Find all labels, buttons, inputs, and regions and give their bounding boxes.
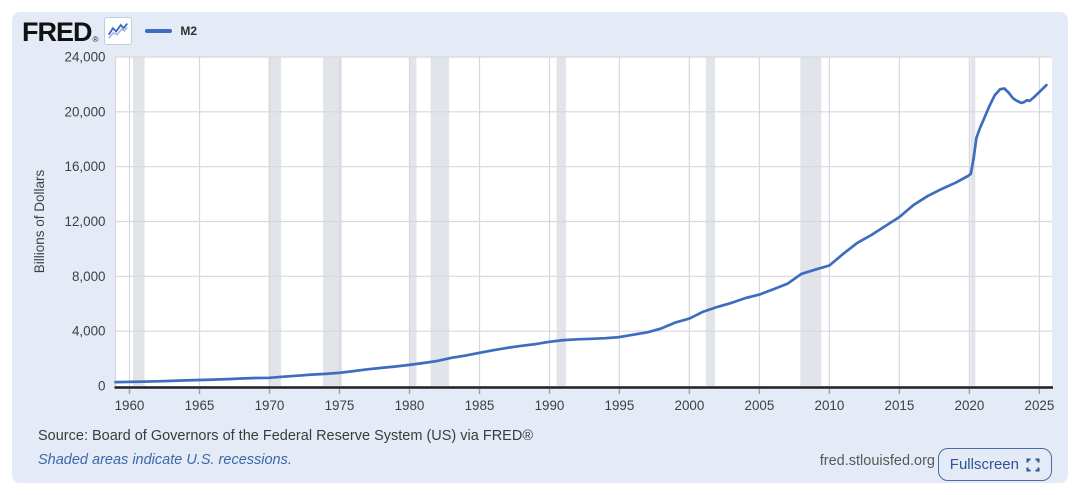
y-tick-label: 8,000	[72, 269, 106, 284]
recession-note-link[interactable]: Shaded areas indicate U.S. recessions.	[38, 452, 292, 468]
fred-logo-text: FRED	[22, 17, 92, 47]
x-tick-label: 1975	[325, 398, 355, 413]
x-tick-label: 2010	[815, 398, 845, 413]
y-tick-label: 12,000	[65, 214, 106, 229]
y-tick-label: 24,000	[65, 50, 106, 65]
site-label: fred.stlouisfed.org	[819, 453, 935, 469]
fred-logo[interactable]: FRED ®	[22, 17, 133, 47]
x-tick-label: 1995	[605, 398, 635, 413]
chart-card: 1960 1965 1970 1975 1980 1985 1990 1995 2000 2005…	[12, 12, 1068, 483]
registered-mark: ®	[92, 35, 99, 44]
fullscreen-icon	[1026, 458, 1040, 471]
y-tick-label: 16,000	[65, 159, 106, 174]
x-tick-label: 2020	[955, 398, 985, 413]
x-tick-label: 1985	[465, 398, 495, 413]
x-tick-label: 1970	[255, 398, 285, 413]
fullscreen-button-label: Fullscreen	[949, 456, 1019, 473]
y-tick-label: 0	[98, 379, 105, 394]
legend-series-label: M2	[180, 24, 198, 38]
chart-legend: M2	[145, 24, 197, 38]
fred-chart-icon	[104, 17, 133, 45]
x-tick-label: 1990	[535, 398, 565, 413]
y-tick-label: 20,000	[65, 104, 106, 119]
x-tick-label: 1960	[115, 398, 145, 413]
x-tick-label: 2025	[1025, 398, 1055, 413]
x-tick-label: 2000	[675, 398, 705, 413]
x-tick-label: 1980	[395, 398, 425, 413]
y-tick-label: 4,000	[72, 324, 106, 339]
x-tick-label: 1965	[185, 398, 215, 413]
legend-line-sample	[145, 29, 173, 33]
source-link[interactable]: Source: Board of Governors of the Federa…	[38, 428, 534, 444]
x-tick-label: 2005	[745, 398, 775, 413]
m2-series-line	[114, 83, 1048, 384]
chart-header: FRED ® M2	[22, 17, 197, 47]
chart-svg: 1960 1965 1970 1975 1980 1985 1990 1995 2000 2005…	[32, 50, 1055, 414]
fullscreen-button[interactable]: Fullscreen	[937, 448, 1052, 481]
y-axis-title: Billions of Dollars	[32, 169, 47, 273]
x-tick-label: 2015	[885, 398, 915, 413]
